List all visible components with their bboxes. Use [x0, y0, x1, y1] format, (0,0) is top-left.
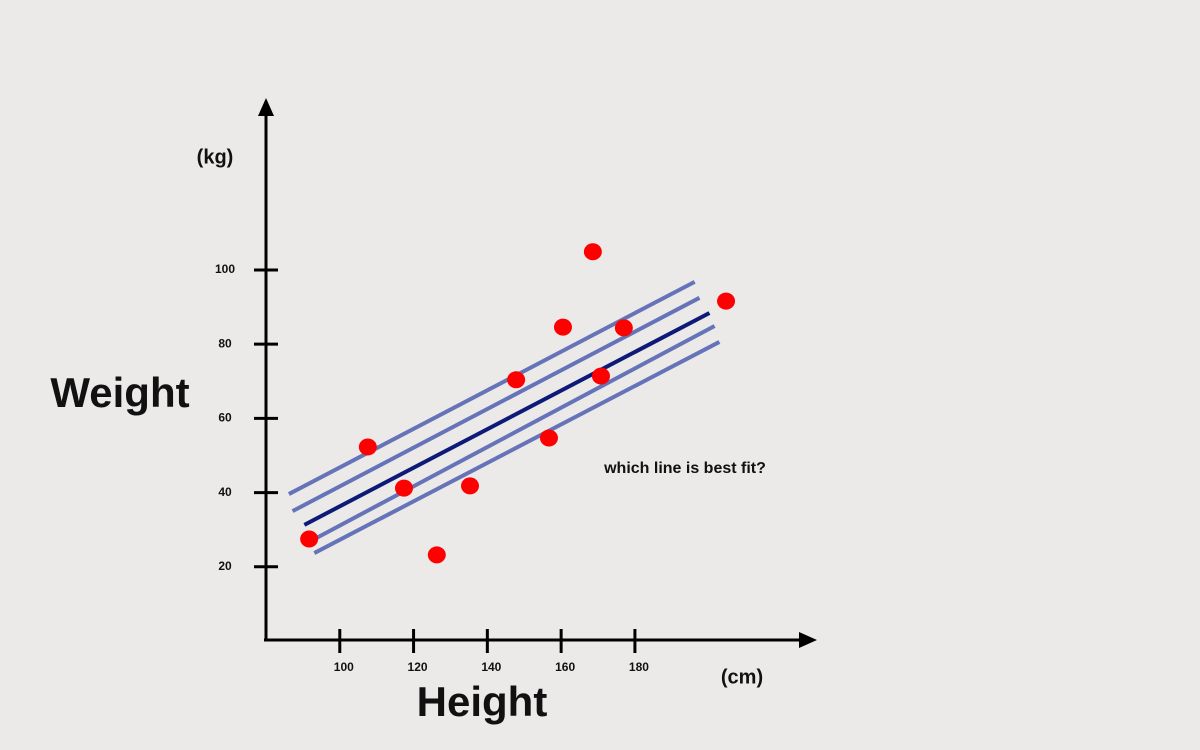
y-arrow [258, 98, 274, 116]
fit-line [287, 280, 696, 496]
data-point [539, 429, 558, 447]
data-point [591, 367, 610, 385]
data-point [614, 319, 633, 337]
y-tick-label: 60 [218, 411, 232, 425]
data-point [300, 530, 319, 548]
y-tick-label: 20 [218, 559, 232, 573]
x-unit: (cm) [721, 666, 763, 688]
fit-line [313, 340, 721, 555]
fit-line [291, 296, 701, 513]
y-tick-label: 100 [215, 262, 235, 276]
data-point [507, 371, 526, 389]
x-tick-label: 160 [555, 660, 575, 674]
fit-line [311, 324, 716, 542]
annotation: which line is best fit? [603, 460, 766, 477]
x-tick-label: 180 [629, 660, 649, 674]
y-tick-label: 80 [218, 336, 232, 350]
data-point [583, 243, 602, 261]
data-point [717, 292, 736, 310]
x-axis-title: Height [417, 678, 548, 725]
data-point [358, 438, 377, 456]
data-point [553, 318, 572, 336]
data-point [394, 479, 413, 497]
y-tick-label: 40 [218, 485, 232, 499]
y-unit: (kg) [197, 146, 234, 168]
x-tick-label: 120 [408, 660, 428, 674]
data-point [461, 477, 480, 495]
data-point [427, 546, 446, 564]
x-tick-label: 100 [334, 660, 354, 674]
fit-line [303, 311, 711, 527]
x-arrow [799, 632, 817, 648]
y-axis-title: Weight [50, 369, 189, 416]
x-tick-label: 140 [481, 660, 501, 674]
